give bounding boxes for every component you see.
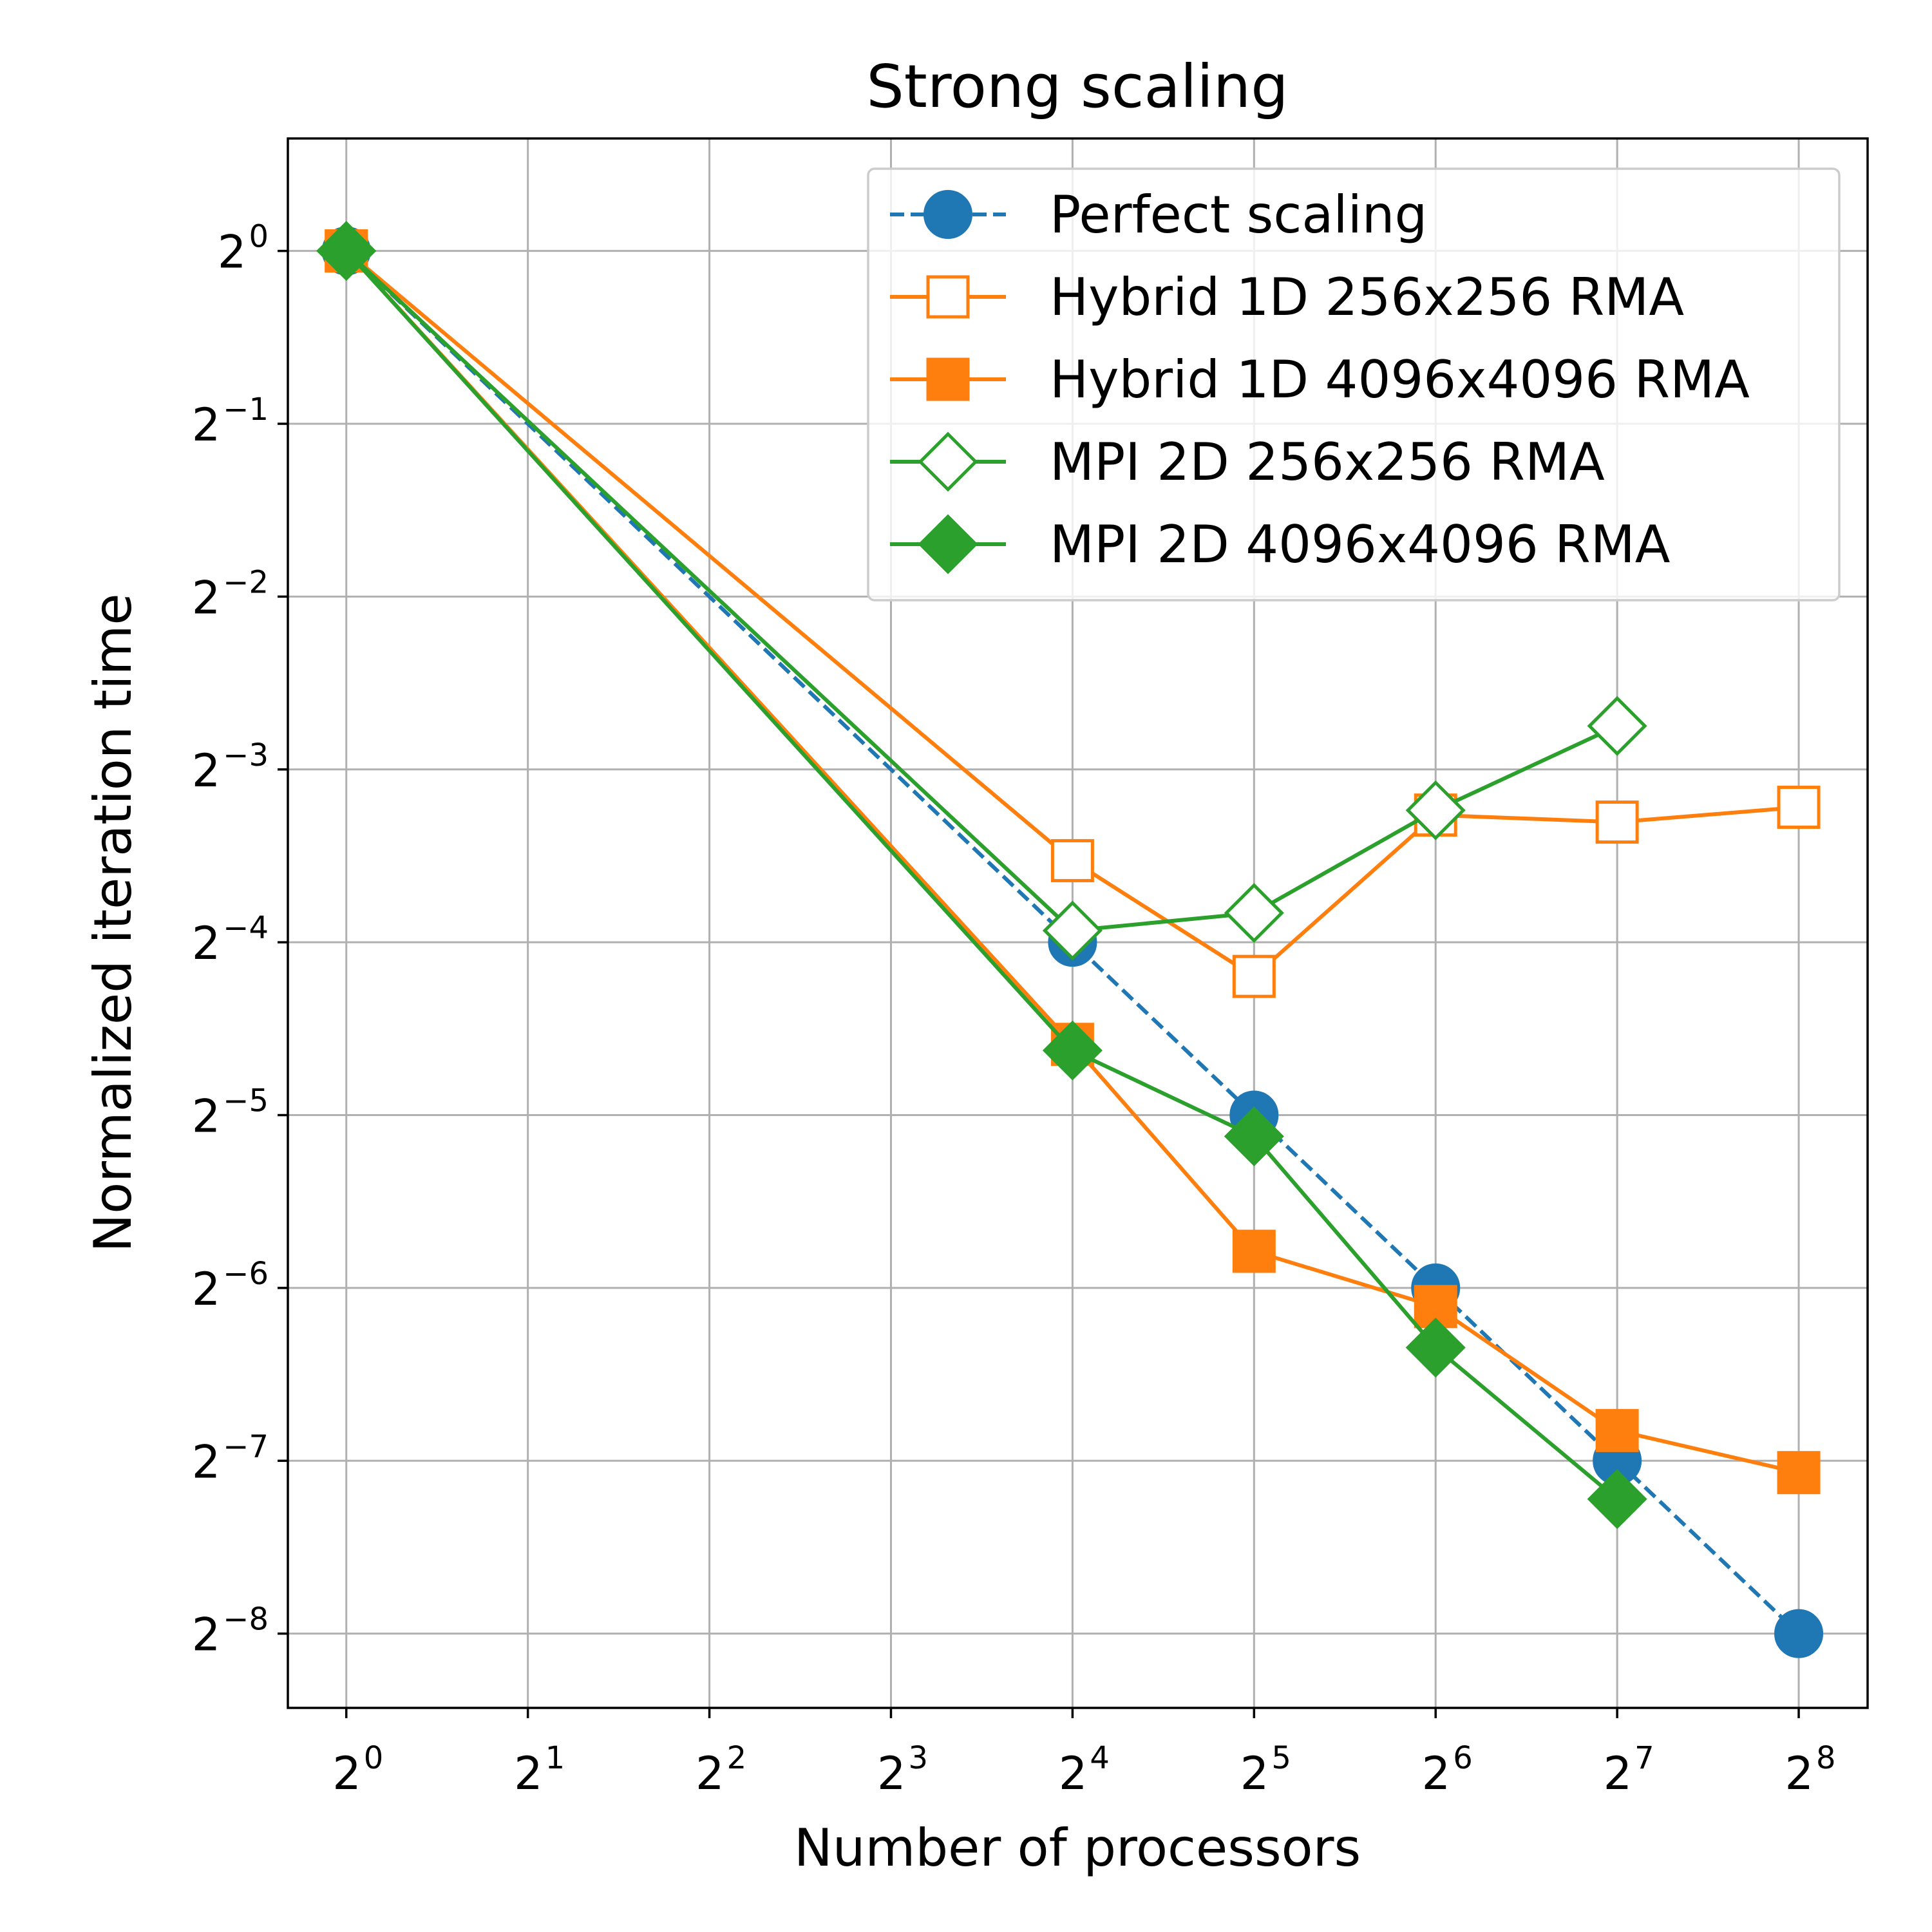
legend-marker [926, 275, 970, 319]
tick-base: 2 [192, 1435, 221, 1488]
tick-exponent: −5 [223, 1083, 269, 1119]
y-tick-label: 2−7 [192, 1428, 269, 1488]
y-tick-label: 2−5 [192, 1083, 269, 1143]
tick-exponent: 7 [1634, 1740, 1654, 1776]
tick-base: 2 [1422, 1747, 1451, 1800]
data-point [1777, 1451, 1821, 1495]
tick-exponent: 4 [1090, 1740, 1110, 1776]
x-tick-label: 20 [332, 1740, 383, 1800]
tick-exponent: 8 [1816, 1740, 1836, 1776]
x-tick-label: 21 [514, 1740, 565, 1800]
legend-marker [923, 190, 972, 239]
tick-base: 2 [696, 1747, 724, 1800]
tick-base: 2 [192, 1090, 221, 1143]
tick-base: 2 [192, 1263, 221, 1316]
x-axis-ticks: 20 21 22 23 24 25 26 27 28 [332, 1708, 1836, 1800]
data-point [1405, 1318, 1466, 1378]
legend-marker [918, 514, 978, 574]
tick-exponent: −1 [223, 392, 269, 428]
data-point [1587, 1469, 1647, 1530]
x-axis-label: Number of processors [794, 1818, 1361, 1878]
tick-base: 2 [218, 226, 247, 279]
data-point [1224, 883, 1284, 943]
y-axis-ticks: 202−12−22−32−42−52−62−72−8 [192, 219, 288, 1662]
series-line [345, 249, 1801, 1635]
data-point [1232, 1229, 1276, 1273]
tick-base: 2 [192, 571, 221, 624]
tick-exponent: −8 [223, 1602, 269, 1638]
y-tick-label: 20 [218, 219, 269, 279]
tick-exponent: 0 [249, 219, 269, 255]
legend-label: MPI 2D 4096x4096 RMA [1050, 515, 1671, 574]
tick-exponent: 3 [908, 1740, 928, 1776]
chart-title: Strong scaling [866, 52, 1288, 121]
tick-base: 2 [192, 744, 221, 797]
data-point [1050, 838, 1094, 882]
tick-base: 2 [514, 1747, 543, 1800]
y-tick-label: 2−8 [192, 1602, 269, 1662]
y-axis-label: Normalized iteration time [83, 593, 143, 1252]
x-tick-label: 22 [696, 1740, 746, 1800]
tick-exponent: 0 [364, 1740, 384, 1776]
tick-base: 2 [192, 399, 221, 451]
x-tick-label: 28 [1785, 1740, 1836, 1800]
tick-base: 2 [1059, 1747, 1088, 1800]
series-line [345, 249, 1799, 1475]
y-tick-label: 2−6 [192, 1256, 269, 1316]
legend-marker [918, 431, 978, 492]
y-tick-label: 2−2 [192, 564, 269, 624]
series-line [345, 249, 1799, 979]
data-point [1587, 696, 1647, 756]
legend-label: MPI 2D 256x256 RMA [1050, 432, 1605, 492]
y-tick-label: 2−3 [192, 737, 269, 797]
tick-base: 2 [1604, 1747, 1633, 1800]
plot-frame [287, 137, 1869, 1709]
series-4 [316, 221, 1647, 1530]
tick-exponent: −4 [223, 910, 269, 946]
data-point [1595, 1408, 1639, 1452]
x-tick-label: 23 [877, 1740, 928, 1800]
data-point [1405, 780, 1466, 840]
tick-exponent: −6 [223, 1256, 269, 1292]
y-tick-label: 2−1 [192, 392, 269, 451]
legend-label: Hybrid 1D 4096x4096 RMA [1050, 350, 1750, 410]
tick-exponent: 2 [727, 1740, 747, 1776]
tick-base: 2 [877, 1747, 906, 1800]
legend-label: Perfect scaling [1050, 185, 1427, 245]
data-point [1232, 954, 1276, 998]
y-tick-label: 2−4 [192, 910, 269, 970]
x-tick-label: 27 [1604, 1740, 1654, 1800]
data-point [316, 221, 377, 281]
tick-exponent: −2 [223, 564, 269, 600]
legend-label: Hybrid 1D 256x256 RMA [1050, 267, 1684, 327]
legend: Perfect scaling Hybrid 1D 256x256 RMA Hybr… [867, 167, 1841, 601]
tick-exponent: 6 [1453, 1740, 1473, 1776]
tick-base: 2 [332, 1747, 361, 1800]
tick-exponent: 5 [1271, 1740, 1291, 1776]
data-point [1595, 800, 1639, 844]
tick-exponent: −7 [223, 1428, 269, 1464]
tick-base: 2 [192, 917, 221, 970]
data-point [1774, 1609, 1824, 1658]
data-point [1777, 786, 1821, 829]
x-tick-label: 26 [1422, 1740, 1473, 1800]
data-point [1042, 900, 1103, 961]
data-point [1042, 1020, 1103, 1081]
plot-series [316, 221, 1824, 1658]
data-point [1224, 1106, 1284, 1167]
legend-marker [926, 357, 970, 401]
tick-base: 2 [1785, 1747, 1814, 1800]
x-tick-label: 25 [1240, 1740, 1291, 1800]
tick-exponent: −3 [223, 737, 269, 773]
tick-base: 2 [1240, 1747, 1269, 1800]
x-tick-label: 24 [1059, 1740, 1110, 1800]
tick-base: 2 [192, 1609, 221, 1662]
tick-exponent: 1 [545, 1740, 565, 1776]
legend-frame [867, 167, 1841, 601]
